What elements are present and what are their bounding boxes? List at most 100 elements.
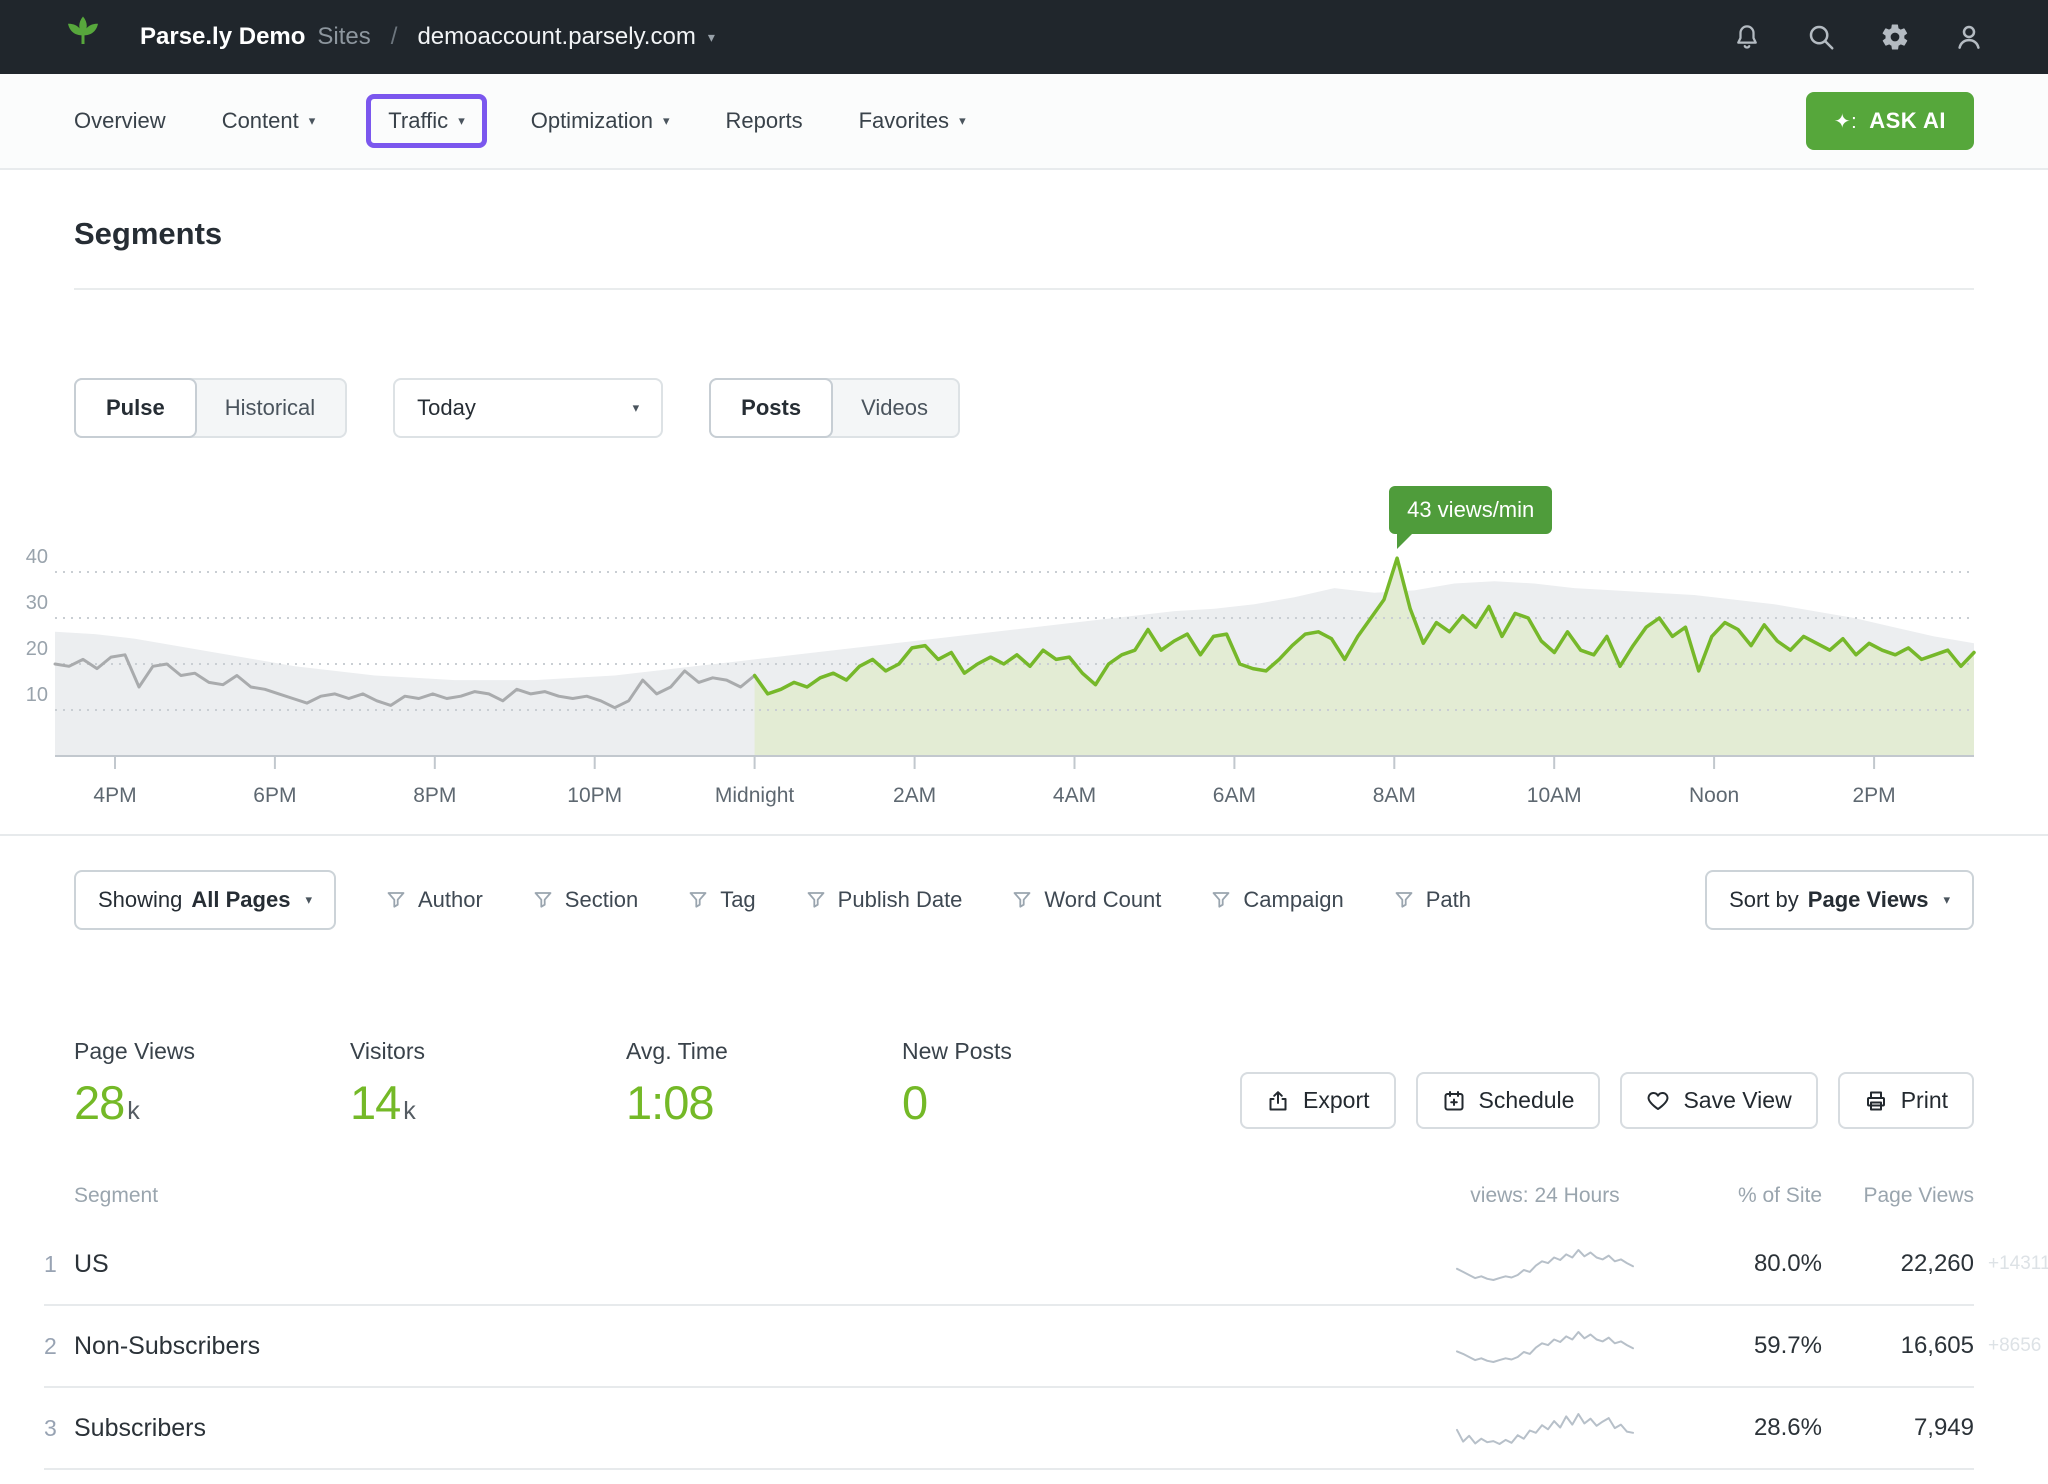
filter-author[interactable]: Author — [386, 887, 483, 913]
toggle-videos[interactable]: Videos — [831, 380, 958, 436]
printer-icon — [1864, 1089, 1888, 1113]
svg-text:2PM: 2PM — [1853, 784, 1896, 807]
nav-traffic-highlighted[interactable]: Traffic ▾ — [366, 94, 486, 148]
parsely-leaf-logo-icon — [60, 14, 106, 60]
delta-badge: +14311 — [1988, 1253, 2048, 1275]
nav-favorites[interactable]: Favorites ▾ — [859, 108, 966, 134]
segment-name: Non-Subscribers — [74, 1332, 1430, 1361]
table-row[interactable]: 2 Non-Subscribers 59.7% 16,605+8656 — [44, 1306, 1974, 1388]
filter-tag[interactable]: Tag — [688, 887, 755, 913]
views-sparkline — [1455, 1242, 1635, 1286]
filter-section[interactable]: Section — [533, 887, 638, 913]
svg-text:Midnight: Midnight — [715, 784, 795, 807]
controls-row: Pulse Historical Today ▾ Posts Videos — [74, 378, 1974, 438]
segment-name: US — [74, 1250, 1430, 1279]
stat-visitors: Visitors 14k — [350, 1038, 626, 1130]
export-button[interactable]: Export — [1240, 1072, 1395, 1129]
funnel-filter-icon — [386, 890, 406, 910]
svg-text:6PM: 6PM — [253, 784, 296, 807]
nav-content[interactable]: Content ▾ — [222, 108, 316, 134]
funnel-filter-icon — [1394, 890, 1414, 910]
filter-word-count[interactable]: Word Count — [1012, 887, 1161, 913]
svg-text:10: 10 — [26, 684, 48, 706]
breadcrumb-separator: / — [391, 23, 398, 51]
pulse-historical-toggle: Pulse Historical — [74, 378, 347, 438]
col-page-views: Page Views — [1822, 1184, 1974, 1208]
svg-text:6AM: 6AM — [1213, 784, 1256, 807]
posts-videos-toggle: Posts Videos — [709, 378, 960, 438]
toggle-pulse[interactable]: Pulse — [74, 378, 197, 438]
user-profile-icon[interactable] — [1954, 22, 1984, 52]
ask-ai-button[interactable]: ✦: ASK AI — [1806, 92, 1974, 150]
svg-text:10AM: 10AM — [1527, 784, 1582, 807]
stat-page-views: Page Views 28k — [74, 1038, 350, 1130]
chevron-down-icon: ▾ — [633, 400, 640, 416]
segments-table: Segment views: 24 Hours % of Site Page V… — [44, 1184, 1974, 1470]
views-sparkline — [1455, 1406, 1635, 1450]
site-caret-icon[interactable]: ▾ — [708, 29, 715, 46]
stat-new-posts: New Posts 0 — [902, 1038, 1178, 1130]
svg-text:8PM: 8PM — [413, 784, 456, 807]
funnel-filter-icon — [806, 890, 826, 910]
chevron-down-icon: ▾ — [663, 113, 670, 129]
calendar-schedule-icon — [1442, 1089, 1466, 1113]
delta-badge: +8656 — [1988, 1335, 2041, 1357]
stats-row: Page Views 28k Visitors 14k Avg. Time 1:… — [74, 1038, 1974, 1130]
schedule-button[interactable]: Schedule — [1416, 1072, 1601, 1129]
showing-pages-dropdown[interactable]: Showing All Pages ▾ — [74, 870, 336, 930]
section-divider — [74, 288, 1974, 290]
chart-bottom-divider — [0, 834, 2048, 836]
pulse-chart[interactable]: 10 20 30 40 4PM 6PM 8PM 10PM Midnight 2AM 4AM 6AM 8A… — [0, 466, 2048, 818]
svg-text:4PM: 4PM — [93, 784, 136, 807]
table-row[interactable]: 3 Subscribers 28.6% 7,949 — [44, 1388, 1974, 1470]
search-icon[interactable] — [1806, 22, 1836, 52]
chevron-down-icon: ▾ — [458, 113, 465, 129]
nav-optimization[interactable]: Optimization ▾ — [531, 108, 670, 134]
toggle-historical[interactable]: Historical — [195, 380, 345, 436]
heart-icon — [1646, 1089, 1670, 1113]
chevron-down-icon: ▾ — [959, 113, 966, 129]
export-icon — [1266, 1089, 1290, 1113]
topbar: Parse.ly Demo Sites / demoaccount.parsel… — [0, 0, 2048, 74]
funnel-filter-icon — [1211, 890, 1231, 910]
col-pct-of-site: % of Site — [1660, 1184, 1822, 1208]
svg-text:8AM: 8AM — [1373, 784, 1416, 807]
funnel-filter-icon — [688, 890, 708, 910]
svg-text:4AM: 4AM — [1053, 784, 1096, 807]
nav-overview[interactable]: Overview — [74, 108, 166, 134]
chevron-down-icon: ▾ — [305, 892, 312, 908]
filter-path[interactable]: Path — [1394, 887, 1471, 913]
site-selector[interactable]: demoaccount.parsely.com — [417, 23, 695, 51]
funnel-filter-icon — [1012, 890, 1032, 910]
main-navbar: Overview Content ▾ Traffic ▾ Optimizatio… — [0, 74, 2048, 170]
filter-publish-date[interactable]: Publish Date — [806, 887, 963, 913]
settings-gear-icon[interactable] — [1880, 22, 1910, 52]
chevron-down-icon: ▾ — [309, 113, 316, 129]
funnel-filter-icon — [533, 890, 553, 910]
views-per-minute-chart[interactable]: 10 20 30 40 4PM 6PM 8PM 10PM Midnight 2AM 4AM 6AM 8A… — [0, 466, 2048, 818]
sites-label: Sites — [317, 23, 370, 51]
save-view-button[interactable]: Save View — [1620, 1072, 1817, 1129]
brand-name: Parse.ly Demo — [140, 23, 305, 51]
svg-text:30: 30 — [26, 592, 48, 614]
sort-by-dropdown[interactable]: Sort by Page Views ▾ — [1705, 870, 1974, 930]
views-sparkline — [1455, 1324, 1635, 1368]
table-header-row: Segment views: 24 Hours % of Site Page V… — [44, 1184, 1974, 1224]
col-segment: Segment — [74, 1184, 1430, 1208]
toggle-posts[interactable]: Posts — [709, 378, 833, 438]
date-range-select[interactable]: Today ▾ — [393, 378, 663, 438]
svg-text:2AM: 2AM — [893, 784, 936, 807]
table-row[interactable]: 1 US 80.0% 22,260+14311 — [44, 1224, 1974, 1306]
col-views-24h: views: 24 Hours — [1430, 1184, 1660, 1208]
filter-campaign[interactable]: Campaign — [1211, 887, 1343, 913]
svg-text:10PM: 10PM — [567, 784, 622, 807]
filter-row: Showing All Pages ▾ Author Section Tag P… — [74, 870, 1974, 930]
svg-text:20: 20 — [26, 638, 48, 660]
notifications-bell-icon[interactable] — [1732, 22, 1762, 52]
nav-reports[interactable]: Reports — [726, 108, 803, 134]
print-button[interactable]: Print — [1838, 1072, 1974, 1129]
svg-text:Noon: Noon — [1689, 784, 1739, 807]
stat-avg-time: Avg. Time 1:08 — [626, 1038, 902, 1130]
svg-text:40: 40 — [26, 546, 48, 568]
sparkle-icon: ✦: — [1834, 109, 1857, 134]
